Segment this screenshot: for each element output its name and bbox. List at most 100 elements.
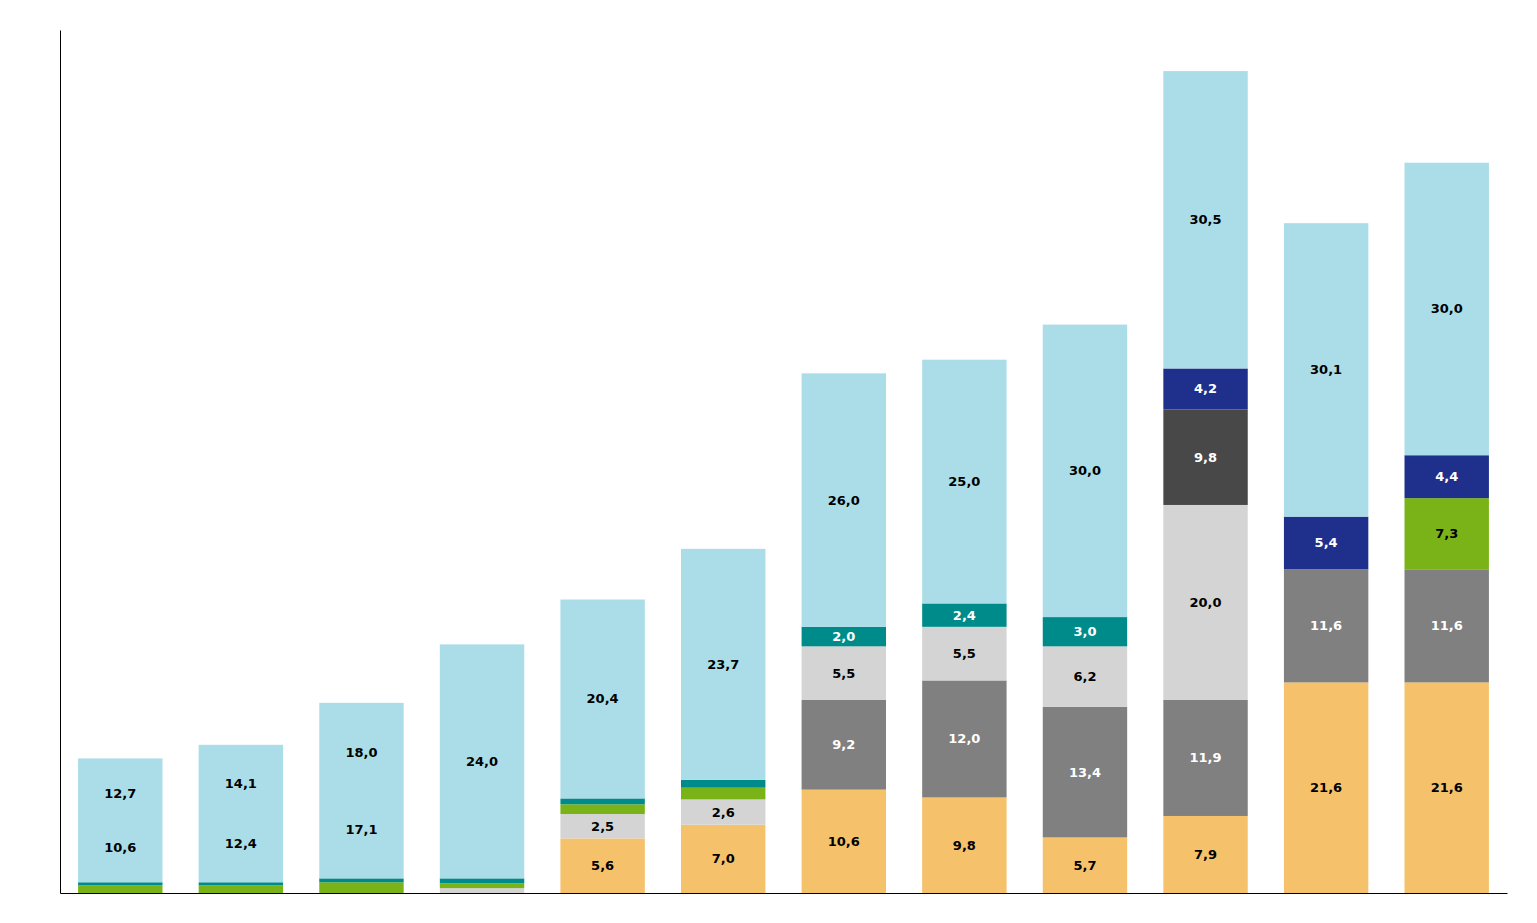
bar-segment [560, 804, 644, 814]
data-label: 13,4 [1069, 765, 1101, 780]
bar-segment [319, 878, 403, 882]
bar-segment [78, 882, 162, 885]
bar-segment [1405, 569, 1489, 682]
bar-segment [199, 745, 283, 882]
data-label: 30,0 [1431, 301, 1463, 316]
bar-segment [1043, 646, 1127, 706]
x-axis [61, 893, 1508, 894]
data-label: 5,7 [1073, 858, 1096, 873]
bar-segment [1043, 325, 1127, 617]
bar-segment [319, 703, 403, 878]
data-label: 5,5 [832, 666, 855, 681]
data-label: 6,2 [1073, 669, 1096, 684]
bar-segment [1163, 816, 1247, 893]
data-label: 12,0 [948, 731, 980, 746]
bar-segment [1163, 700, 1247, 816]
bar-segment [1043, 617, 1127, 646]
bar-segment [440, 883, 524, 888]
data-label: 5,5 [953, 646, 976, 661]
bar-segment [681, 549, 765, 780]
bar-segment [1163, 505, 1247, 700]
bar-segment [560, 798, 644, 804]
bar-segment [199, 882, 283, 885]
bar-segment [1163, 409, 1247, 505]
bar-segment [440, 644, 524, 878]
annotation: 10,6 [104, 840, 136, 855]
data-label: 20,0 [1190, 595, 1222, 610]
data-label: 7,3 [1435, 526, 1458, 541]
bar-segment [1163, 368, 1247, 409]
bar-segment [922, 360, 1006, 604]
bar-segment [922, 797, 1006, 893]
bar-segment [1405, 163, 1489, 455]
bar-segment [1284, 517, 1368, 570]
data-label: 2,5 [591, 819, 614, 834]
bar-segment [1163, 71, 1247, 368]
data-label: 11,9 [1190, 750, 1222, 765]
data-label: 3,0 [1073, 624, 1096, 639]
bar-segment [440, 888, 524, 893]
bar-segment [1405, 682, 1489, 893]
chart: 5,6 7,0 10,6 9,8 5,7 7,9 21,6 21,6 9,2 12,0 13,4 11… [0, 0, 1537, 923]
data-label: 11,6 [1431, 618, 1463, 633]
bar-segment [1284, 223, 1368, 516]
data-label: 9,8 [953, 838, 976, 853]
data-label: 26,0 [828, 493, 860, 508]
data-label: 2,6 [712, 805, 735, 820]
data-label: 30,0 [1069, 463, 1101, 478]
bar-segment [1284, 682, 1368, 893]
y-axis [60, 31, 61, 894]
bar-segment [1043, 707, 1127, 838]
data-label: 25,0 [948, 474, 980, 489]
bar-segment [78, 885, 162, 893]
bar-segment [922, 627, 1006, 681]
x-axis-line [61, 893, 1508, 894]
bar-segment [681, 788, 765, 800]
bar-segment [1043, 837, 1127, 893]
bar-segment [199, 885, 283, 893]
data-label: 23,7 [707, 657, 739, 672]
data-label: 30,5 [1190, 212, 1222, 227]
bar-segment [560, 600, 644, 799]
bar-segment [1284, 569, 1368, 682]
data-label: 5,4 [1315, 535, 1338, 550]
annotation: 12,4 [225, 836, 257, 851]
bar-segment [922, 680, 1006, 797]
bar-segment [560, 838, 644, 893]
data-label: 7,0 [712, 851, 735, 866]
bars [78, 71, 1489, 893]
data-label: 9,2 [832, 737, 855, 752]
bar-segment [802, 627, 886, 646]
bar-segment [802, 790, 886, 893]
data-labels: 5,6 7,0 10,6 9,8 5,7 7,9 21,6 21,6 9,2 12,0 13,4 11… [104, 212, 1462, 873]
y-axis-line [60, 31, 61, 894]
data-label: 21,6 [1431, 780, 1463, 795]
data-label: 11,6 [1310, 618, 1342, 633]
data-label: 12,7 [104, 786, 136, 801]
data-label: 4,2 [1194, 381, 1217, 396]
bar-segment [681, 825, 765, 893]
data-label: 21,6 [1310, 780, 1342, 795]
bar-segment [922, 603, 1006, 626]
data-label: 2,0 [832, 629, 855, 644]
data-label: 5,6 [591, 858, 614, 873]
data-label: 4,4 [1435, 469, 1458, 484]
data-label: 20,4 [587, 691, 619, 706]
bar-segment [802, 700, 886, 790]
data-label: 7,9 [1194, 847, 1217, 862]
bar-segment [802, 373, 886, 626]
bar-segment [78, 758, 162, 882]
bar-segment [319, 882, 403, 893]
data-label: 9,8 [1194, 450, 1217, 465]
bar-segment [681, 799, 765, 824]
annotation: 17,1 [345, 822, 377, 837]
bar-segment [1405, 455, 1489, 498]
bar-segment [560, 814, 644, 838]
bar-segment [1405, 498, 1489, 569]
bar-segment [802, 646, 886, 700]
bar-segment [440, 878, 524, 883]
data-label: 14,1 [225, 776, 257, 791]
data-label: 10,6 [828, 834, 860, 849]
data-label: 18,0 [345, 745, 377, 760]
data-label: 30,1 [1310, 362, 1342, 377]
